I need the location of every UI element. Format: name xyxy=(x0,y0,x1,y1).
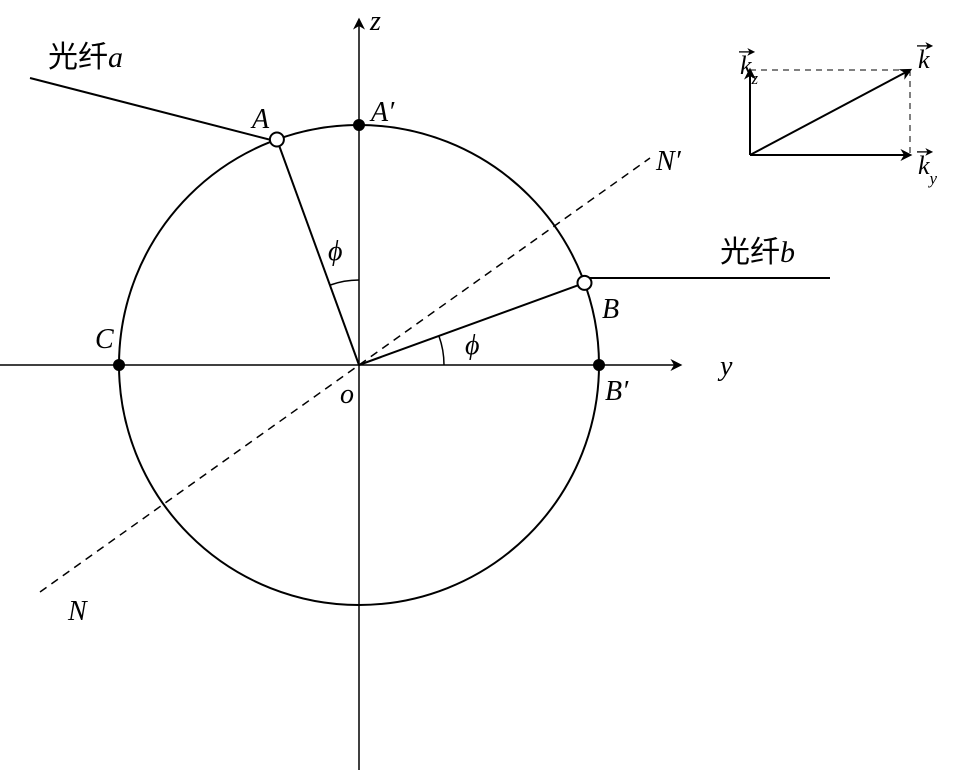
fiber-a-lead xyxy=(30,78,275,141)
label-fiber-a: 光纤a xyxy=(48,41,123,74)
label-A: A xyxy=(250,104,270,135)
label-A-prime: A′ xyxy=(369,97,395,128)
vector-k xyxy=(750,70,910,155)
point-A xyxy=(270,133,284,147)
label-phi-2: ϕ xyxy=(465,330,480,361)
origin-label: o xyxy=(340,379,354,410)
point-B xyxy=(578,276,592,290)
label-N-prime: N′ xyxy=(655,146,682,177)
point-A_prime xyxy=(354,120,364,130)
y-axis-label: y xyxy=(717,351,733,382)
line-OA xyxy=(277,140,359,366)
label-B: B xyxy=(602,294,619,325)
label-B-prime: B′ xyxy=(605,376,629,407)
label-N: N xyxy=(67,596,88,627)
arc-phi-1 xyxy=(330,280,359,285)
label-fiber-b: 光纤b xyxy=(720,236,795,269)
label-vector-ky: ky xyxy=(917,151,938,188)
label-vector-kz: kz xyxy=(739,51,759,88)
diagram-svg: y z o A A′ B B′ C N N′ ϕ ϕ 光纤a 光纤b kz ky k xyxy=(0,0,969,773)
svg-text:k: k xyxy=(918,45,930,74)
label-C: C xyxy=(95,324,114,355)
point-C xyxy=(114,360,124,370)
line-NN xyxy=(40,158,650,592)
point-B_prime xyxy=(594,360,604,370)
z-axis-label: z xyxy=(369,6,381,37)
svg-text:ky: ky xyxy=(918,151,938,188)
label-vector-k: k xyxy=(917,45,932,74)
arc-phi-2 xyxy=(439,336,444,365)
label-phi-1: ϕ xyxy=(328,236,343,267)
